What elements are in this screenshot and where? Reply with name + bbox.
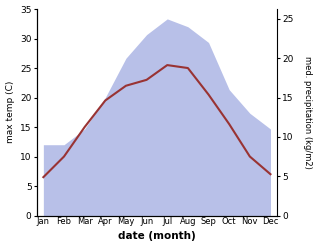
Y-axis label: med. precipitation (kg/m2): med. precipitation (kg/m2) xyxy=(303,56,313,169)
X-axis label: date (month): date (month) xyxy=(118,231,196,242)
Y-axis label: max temp (C): max temp (C) xyxy=(5,81,15,144)
